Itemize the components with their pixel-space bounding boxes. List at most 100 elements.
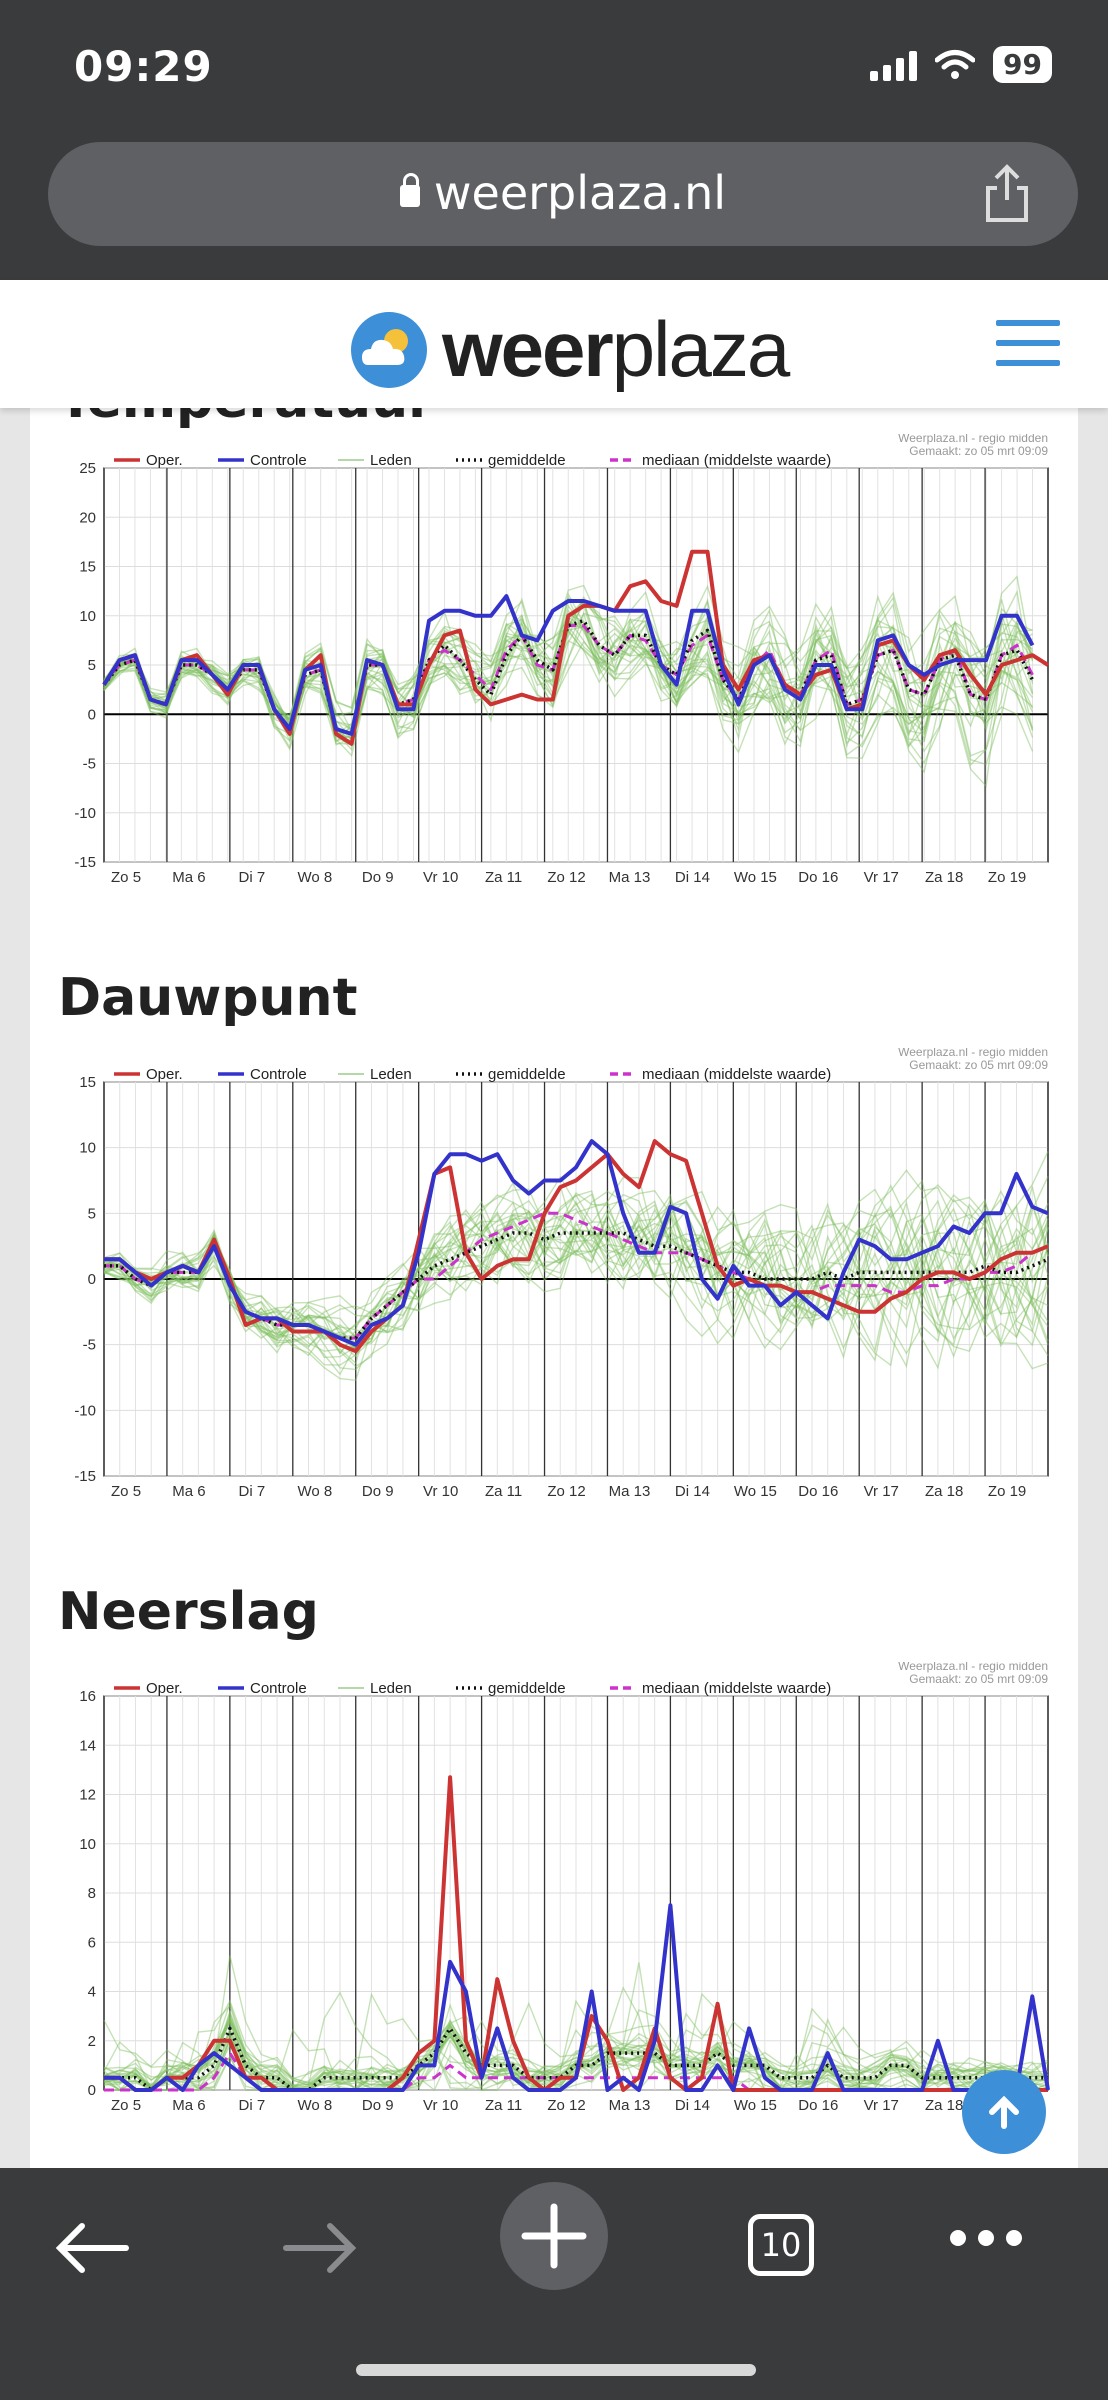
y-tick-label: -5 (83, 756, 96, 773)
series-line-gemiddelde (102, 618, 1035, 736)
x-tick-label: Wo 15 (734, 2097, 777, 2114)
weerplaza-logo[interactable]: weerplaza (350, 304, 790, 395)
status-icons: 99 (870, 46, 1052, 83)
x-tick-label: Zo 5 (111, 2097, 141, 2114)
share-icon[interactable] (980, 164, 1034, 224)
series-line-controle (104, 1139, 1049, 1347)
new-tab-button[interactable] (500, 2182, 608, 2290)
legend-label: Oper. (146, 1066, 183, 1083)
x-tick-label: Wo 15 (734, 869, 777, 886)
arrow-up-icon (989, 2095, 1019, 2129)
ensemble-member-line (103, 1213, 1049, 1355)
url-display[interactable]: weerplaza.nl (48, 166, 1078, 220)
more-menu-icon[interactable] (950, 2230, 1022, 2246)
x-tick-label: Ma 13 (609, 869, 651, 886)
x-tick-label: Ma 6 (172, 1483, 205, 1500)
legend-label: Controle (250, 452, 307, 469)
y-tick-label: 10 (79, 608, 96, 625)
legend-label: mediaan (middelste waarde) (642, 1680, 831, 1697)
ensemble-member-line (103, 591, 1034, 742)
series-line-controle (104, 1903, 1050, 2092)
x-tick-label: Di 7 (239, 1483, 266, 1500)
watermark-line1: Weerplaza.nl - regio midden (898, 1662, 1048, 1673)
legend-label: Leden (370, 452, 412, 469)
x-tick-label: Wo 8 (297, 1483, 332, 1500)
legend-label: mediaan (middelste waarde) (642, 1066, 831, 1083)
y-tick-label: -15 (74, 854, 96, 871)
ensemble-member-line (103, 603, 1034, 788)
ensemble-member-line (103, 1179, 1049, 1347)
x-tick-label: Di 14 (675, 1483, 710, 1500)
hamburger-menu-icon[interactable] (996, 320, 1060, 380)
scroll-to-top-button[interactable] (962, 2070, 1046, 2154)
x-tick-label: Di 7 (239, 2097, 266, 2114)
ensemble-member-line (103, 600, 1034, 758)
x-tick-label: Ma 13 (609, 1483, 651, 1500)
x-tick-label: Zo 12 (547, 869, 585, 886)
x-tick-label: Za 11 (485, 2097, 522, 2114)
legend-label: gemiddelde (488, 1680, 566, 1697)
series-line-gemiddelde (104, 1231, 1049, 1340)
section-title-neerslag: Neerslag (58, 1582, 319, 1642)
x-tick-label: Vr 17 (864, 2097, 899, 2114)
y-tick-label: -15 (74, 1468, 96, 1485)
back-button[interactable] (42, 2198, 142, 2298)
legend-label: Leden (370, 1066, 412, 1083)
x-tick-label: Wo 8 (297, 869, 332, 886)
x-tick-label: Do 9 (362, 869, 394, 886)
ensemble-member-line (103, 2030, 1048, 2091)
ensemble-member-line (103, 1955, 1048, 2091)
ensemble-member-line (103, 611, 1034, 766)
cellular-signal-icon (870, 49, 918, 81)
series-line-controle (102, 594, 1035, 736)
chart-legend: Oper. Controle Leden gemiddelde mediaan (mid… (114, 1680, 831, 1697)
y-tick-label: 12 (79, 1787, 96, 1804)
browser-bottom-toolbar: 10 (0, 2168, 1108, 2400)
legend-label: Leden (370, 1680, 412, 1697)
ensemble-member-line (103, 575, 1034, 740)
x-tick-label: Do 16 (798, 2097, 838, 2114)
y-tick-label: 6 (88, 1934, 96, 1951)
legend-label: mediaan (middelste waarde) (642, 452, 831, 469)
dauwpunt-chart: -15 -10 -5 0 5 10 15 Zo 5 Ma 6 Di 7 Wo 8 Do 9 Vr 10 Z… (74, 1048, 1049, 1500)
ensemble-member-line (103, 1200, 1049, 1359)
watermark-line2: Gemaakt: zo 05 mrt 09:09 (909, 1058, 1048, 1072)
y-tick-label: 15 (79, 1074, 96, 1091)
ensemble-member-line (103, 1186, 1049, 1334)
x-tick-label: Do 9 (362, 2097, 394, 2114)
neerslag-chart: 0 2 4 6 8 10 12 14 16 Zo 5 Ma 6 Di 7 Wo 8 Do 9 Vr 10 Za… (79, 1662, 1050, 2114)
url-text: weerplaza.nl (433, 166, 727, 220)
x-tick-label: Zo 12 (547, 2097, 585, 2114)
site-header: weerplaza (0, 280, 1108, 408)
plus-icon (521, 2203, 587, 2269)
watermark-line1: Weerplaza.nl - regio midden (898, 434, 1048, 445)
url-bar[interactable]: weerplaza.nl (48, 142, 1078, 246)
battery-icon: 99 (993, 46, 1052, 83)
ensemble-member-line (103, 1184, 1049, 1362)
x-tick-label: Zo 19 (988, 869, 1026, 886)
ensemble-member-line (103, 2019, 1049, 2091)
ensemble-member-line (103, 1176, 1049, 1367)
ensemble-member-line (103, 1194, 1049, 1370)
temperatuur-chart: -15 -10 -5 0 5 10 15 20 25 Zo 5 Ma 6 Di 7 Wo 8 Do 9 Vr… (74, 434, 1050, 886)
ensemble-member-line (103, 604, 1034, 753)
y-tick-label: -5 (83, 1337, 96, 1354)
y-tick-label: 8 (88, 1885, 96, 1902)
ensemble-member-line (103, 1188, 1049, 1360)
legend-label: Oper. (146, 452, 183, 469)
ensemble-member-line (103, 1169, 1049, 1342)
tabs-button[interactable]: 10 (748, 2214, 814, 2276)
x-tick-label: Za 11 (485, 869, 522, 886)
ensemble-member-line (103, 1184, 1049, 1340)
x-tick-label: Za 18 (925, 1483, 963, 1500)
x-tick-label: Do 16 (798, 1483, 838, 1500)
ensemble-member-line (103, 1197, 1049, 1344)
ensemble-member-line (103, 1205, 1049, 1339)
y-tick-label: 15 (79, 559, 96, 576)
ensemble-member-line (103, 596, 1034, 732)
ensemble-member-line (103, 612, 1033, 738)
y-tick-label: -10 (74, 805, 96, 822)
chart-legend: Oper. Controle Leden gemiddelde mediaan (mid… (114, 1066, 831, 1083)
forward-button[interactable] (270, 2198, 370, 2298)
